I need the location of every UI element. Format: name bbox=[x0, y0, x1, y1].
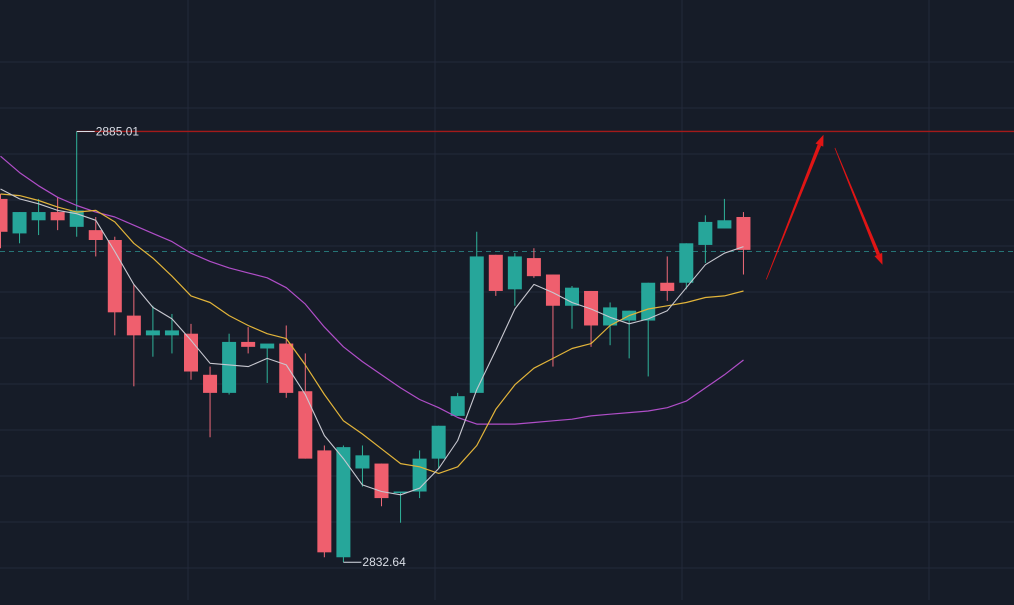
candle bbox=[736, 212, 751, 275]
candle-body bbox=[450, 396, 465, 416]
candle bbox=[393, 491, 408, 523]
candle bbox=[279, 325, 294, 398]
candle-body bbox=[317, 450, 332, 553]
projection-arrow bbox=[834, 147, 883, 265]
candle-body bbox=[298, 391, 313, 459]
candle-body bbox=[660, 282, 675, 291]
candle-body bbox=[393, 491, 408, 494]
moving-average-yellow bbox=[0, 193, 744, 474]
high-price-label: 2885.01 bbox=[96, 125, 140, 139]
arrow-head bbox=[874, 252, 883, 265]
low-price-label: 2832.64 bbox=[362, 555, 406, 569]
candle bbox=[50, 197, 65, 231]
candle-body bbox=[679, 243, 694, 283]
candle bbox=[526, 248, 541, 278]
candle-body bbox=[469, 256, 484, 393]
candle bbox=[298, 353, 313, 459]
candle bbox=[164, 313, 179, 354]
candle-body bbox=[641, 282, 656, 321]
candle-body bbox=[374, 463, 389, 499]
candle-body bbox=[222, 341, 237, 393]
candle-body bbox=[12, 212, 27, 234]
candle-body bbox=[260, 343, 275, 349]
candle bbox=[584, 290, 599, 347]
candle-body bbox=[698, 221, 713, 245]
moving-average-purple bbox=[0, 155, 744, 425]
level-lines bbox=[0, 130, 1014, 253]
candle-body bbox=[584, 290, 599, 326]
candle-body bbox=[164, 330, 179, 336]
candle-body bbox=[126, 315, 141, 336]
candle bbox=[88, 216, 103, 257]
candle bbox=[641, 282, 656, 377]
candle bbox=[565, 286, 579, 329]
candle bbox=[374, 463, 389, 507]
candle bbox=[412, 450, 427, 499]
candle bbox=[450, 392, 465, 416]
candle-body bbox=[279, 343, 294, 393]
candle bbox=[12, 212, 27, 244]
candle bbox=[545, 274, 560, 367]
candle-body bbox=[431, 425, 446, 459]
moving-averages bbox=[0, 155, 744, 496]
candle bbox=[222, 333, 237, 395]
candle bbox=[260, 343, 275, 384]
candle-body bbox=[336, 447, 351, 558]
candle bbox=[241, 327, 256, 354]
candle-body bbox=[50, 212, 65, 221]
moving-average-white bbox=[0, 188, 744, 496]
projection-arrows bbox=[766, 134, 883, 280]
candle-body bbox=[488, 254, 503, 291]
candle bbox=[603, 302, 618, 346]
candle bbox=[431, 425, 446, 469]
candle bbox=[355, 445, 370, 487]
candle-body bbox=[241, 341, 256, 347]
candle bbox=[488, 254, 503, 296]
projection-arrow bbox=[766, 134, 824, 280]
candle-body bbox=[355, 455, 370, 469]
candle-body bbox=[545, 274, 560, 306]
candle bbox=[336, 445, 351, 563]
candle bbox=[469, 231, 484, 393]
candle bbox=[507, 253, 522, 306]
candle-body bbox=[526, 258, 541, 277]
candle bbox=[126, 284, 141, 387]
candle bbox=[184, 323, 198, 380]
candle-body bbox=[203, 374, 218, 393]
candles bbox=[0, 131, 751, 563]
candle-body bbox=[412, 458, 427, 492]
price-labels: 2885.01 2832.64 bbox=[76, 125, 406, 569]
candle bbox=[203, 366, 218, 438]
candle-body bbox=[0, 198, 8, 232]
candle bbox=[69, 131, 84, 237]
candle-body bbox=[31, 212, 46, 221]
arrow-shaft bbox=[834, 147, 880, 256]
candle bbox=[317, 445, 332, 558]
candle bbox=[660, 256, 675, 301]
candle-body bbox=[736, 216, 751, 250]
candle bbox=[145, 305, 160, 357]
candle-body bbox=[88, 230, 103, 240]
candle-body bbox=[603, 307, 618, 326]
arrow-head bbox=[815, 134, 824, 147]
candle-body bbox=[507, 256, 522, 290]
candle-body bbox=[717, 220, 732, 229]
candle bbox=[0, 193, 8, 249]
candle-body bbox=[145, 330, 160, 336]
arrow-shaft bbox=[766, 144, 822, 280]
candle bbox=[698, 215, 713, 264]
candle-body bbox=[184, 333, 198, 372]
candle bbox=[717, 198, 732, 229]
candle bbox=[679, 243, 694, 290]
candle bbox=[31, 198, 46, 236]
